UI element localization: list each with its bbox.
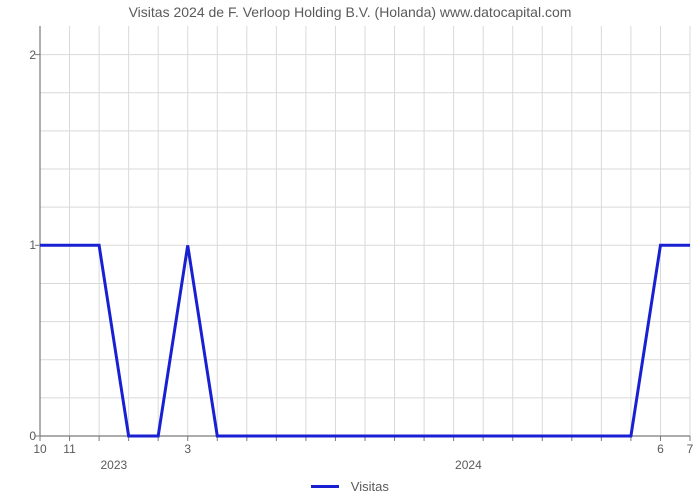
x-major-label: 2023: [101, 458, 128, 472]
legend-label: Visitas: [351, 479, 389, 494]
chart-svg: [40, 26, 690, 436]
x-tick-label: 6: [657, 442, 664, 456]
x-tick-label: 10: [33, 442, 46, 456]
plot-area: [40, 26, 690, 436]
chart-container: Visitas 2024 de F. Verloop Holding B.V. …: [0, 0, 700, 500]
x-tick-label: 3: [184, 442, 191, 456]
x-tick-label: 7: [687, 442, 694, 456]
y-tick-label: 2: [6, 48, 36, 62]
chart-title: Visitas 2024 de F. Verloop Holding B.V. …: [0, 4, 700, 20]
legend: Visitas: [0, 478, 700, 494]
y-tick-label: 0: [6, 429, 36, 443]
x-tick-label: 11: [63, 442, 75, 456]
y-tick-label: 1: [6, 238, 36, 252]
x-major-label: 2024: [455, 458, 482, 472]
legend-line-swatch: [311, 485, 339, 488]
